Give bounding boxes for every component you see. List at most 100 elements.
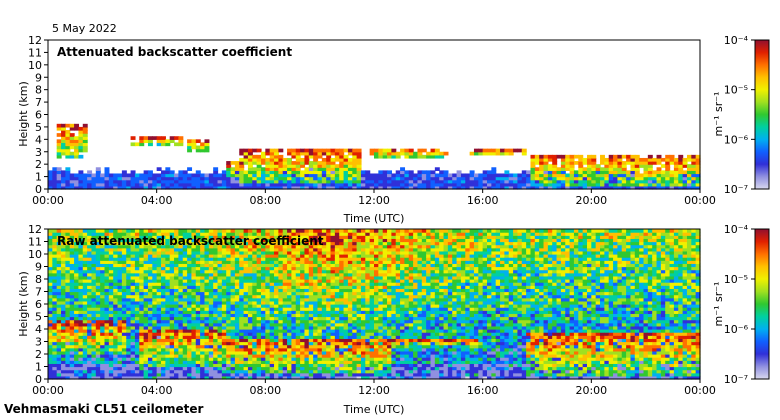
- heatmap-cell: [213, 297, 219, 302]
- heatmap-cell: [652, 176, 658, 181]
- heatmap-cell: [334, 350, 340, 355]
- heatmap-cell: [343, 235, 349, 239]
- y-axis-label-attenuated: Height (km): [17, 81, 30, 147]
- heatmap-cell: [213, 322, 219, 327]
- heatmap-cell: [334, 167, 340, 171]
- heatmap-cell: [330, 294, 336, 299]
- heatmap-cell: [178, 304, 184, 308]
- heatmap-cell: [56, 310, 62, 314]
- heatmap-cell: [52, 260, 58, 264]
- heatmap-cell: [195, 304, 201, 308]
- heatmap-cell: [121, 363, 127, 368]
- heatmap-cell: [65, 344, 71, 349]
- heatmap-cell: [295, 322, 301, 327]
- heatmap-cell: [139, 279, 145, 283]
- heatmap-cell: [208, 182, 214, 187]
- heatmap-cell: [534, 182, 540, 187]
- heatmap-cell: [213, 310, 219, 314]
- heatmap-cell: [195, 173, 201, 178]
- heatmap-cell: [356, 288, 362, 293]
- heatmap-cell: [352, 244, 358, 249]
- heatmap-cell: [69, 332, 75, 336]
- heatmap-cell: [139, 272, 145, 277]
- heatmap-cell: [91, 232, 97, 236]
- heatmap-cell: [686, 157, 692, 162]
- heatmap-cell: [339, 313, 345, 318]
- heatmap-cell: [260, 354, 266, 358]
- heatmap-cell: [113, 176, 119, 181]
- heatmap-cell: [256, 244, 262, 249]
- heatmap-cell: [239, 161, 245, 165]
- heatmap-cell: [56, 291, 62, 296]
- heatmap-cell: [269, 350, 275, 355]
- heatmap-cell: [165, 257, 171, 261]
- heatmap-cell: [365, 341, 371, 346]
- heatmap-cell: [352, 154, 358, 159]
- heatmap-cell: [182, 313, 188, 318]
- heatmap-cell: [56, 307, 62, 311]
- heatmap-cell: [139, 341, 145, 346]
- heatmap-cell: [665, 185, 671, 190]
- heatmap-cell: [339, 232, 345, 236]
- heatmap-cell: [95, 360, 101, 364]
- heatmap-cell: [221, 360, 227, 364]
- heatmap-cell: [265, 164, 271, 168]
- heatmap-cell: [269, 300, 275, 305]
- heatmap-cell: [108, 260, 114, 264]
- heatmap-cell: [65, 285, 71, 289]
- heatmap-cell: [239, 310, 245, 314]
- heatmap-cell: [260, 151, 266, 156]
- heatmap-cell: [360, 250, 366, 255]
- heatmap-cell: [517, 176, 523, 181]
- heatmap-cell: [87, 347, 93, 352]
- heatmap-cell: [330, 260, 336, 264]
- heatmap-cell: [326, 319, 332, 324]
- heatmap-cell: [182, 282, 188, 286]
- heatmap-cell: [330, 148, 336, 153]
- heatmap-cell: [256, 182, 262, 187]
- heatmap-cell: [282, 247, 288, 252]
- heatmap-cell: [65, 148, 71, 153]
- heatmap-cell: [365, 344, 371, 349]
- heatmap-cell: [91, 319, 97, 324]
- heatmap-cell: [74, 182, 80, 187]
- heatmap-cell: [208, 332, 214, 336]
- heatmap-cell: [117, 316, 123, 321]
- heatmap-cell: [226, 247, 232, 252]
- heatmap-cell: [321, 366, 327, 371]
- heatmap-cell: [204, 254, 210, 258]
- heatmap-cell: [360, 238, 366, 243]
- heatmap-cell: [369, 176, 375, 181]
- heatmap-cell: [161, 354, 166, 358]
- heatmap-cell: [295, 164, 301, 168]
- heatmap-cell: [213, 275, 219, 280]
- heatmap-cell: [65, 179, 71, 184]
- heatmap-cell: [121, 297, 127, 302]
- heatmap-cell: [95, 275, 101, 280]
- heatmap-cell: [221, 275, 227, 280]
- heatmap-cell: [382, 185, 388, 190]
- heatmap-cell: [617, 185, 623, 190]
- heatmap-cell: [100, 335, 106, 339]
- heatmap-cell: [174, 241, 179, 246]
- heatmap-cell: [156, 325, 162, 330]
- heatmap-cell: [317, 179, 323, 184]
- heatmap-cell: [239, 241, 245, 246]
- heatmap-cell: [387, 154, 392, 159]
- heatmap-cell: [421, 154, 427, 159]
- heatmap-cell: [239, 304, 245, 308]
- heatmap-cell: [152, 182, 158, 187]
- heatmap-cell: [326, 360, 332, 364]
- heatmap-cell: [560, 164, 566, 168]
- heatmap-cell: [304, 366, 310, 371]
- heatmap-cell: [239, 269, 245, 274]
- heatmap-cell: [334, 241, 340, 246]
- heatmap-cell: [287, 250, 293, 255]
- heatmap-cell: [317, 304, 323, 308]
- heatmap-cell: [174, 229, 179, 233]
- heatmap-cell: [278, 241, 284, 246]
- heatmap-cell: [48, 366, 53, 371]
- heatmap-cell: [643, 176, 649, 181]
- heatmap-cell: [260, 325, 266, 330]
- heatmap-cell: [243, 325, 249, 330]
